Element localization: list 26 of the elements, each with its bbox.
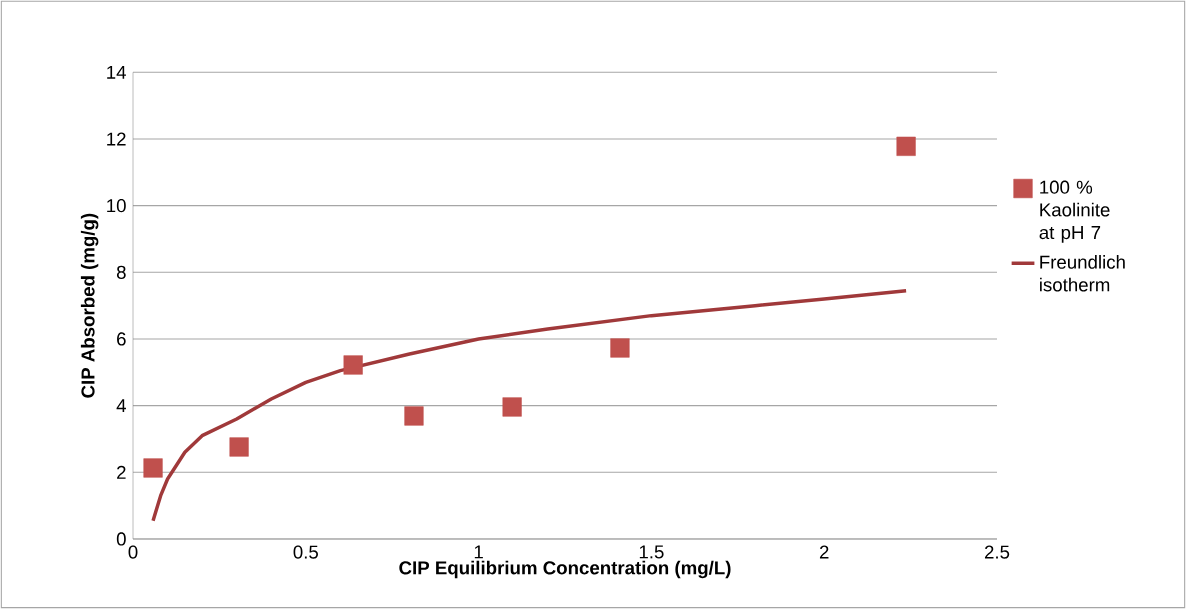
x-tick-label: 1 (474, 545, 483, 559)
y-tick-label: 14 (107, 65, 126, 79)
y-tick-label: 8 (116, 265, 126, 279)
point (502, 397, 522, 417)
point (404, 406, 424, 426)
point (143, 458, 163, 478)
y-tick-label: 12 (107, 132, 126, 146)
x-tick-label: 1.5 (639, 545, 664, 559)
y-tick-label: 6 (117, 332, 126, 346)
y-axis-title: CIP Absorbed (mg/g) (80, 213, 99, 398)
legend-label: Freundlich isotherm (1040, 255, 1125, 292)
x-tick-label: 2.5 (984, 545, 1010, 559)
y-tick-label: 10 (107, 199, 126, 213)
x-tick-label: 0.5 (293, 545, 318, 559)
point (896, 136, 916, 156)
point (610, 338, 630, 358)
line-series (151, 288, 908, 523)
y-tick-label: 0 (116, 532, 126, 546)
x-tick-label: 2 (819, 545, 829, 559)
y-tick-label: 4 (116, 399, 126, 413)
x-axis-title: CIP Equilibrium Concentration (mg/L) (399, 560, 731, 579)
y-tick-label: 2 (117, 465, 126, 479)
point (343, 355, 363, 375)
point (229, 437, 249, 457)
x-tick-label: 0 (128, 545, 138, 559)
legend-label: 100 % Kaolinite at pH 7 (1039, 180, 1110, 243)
